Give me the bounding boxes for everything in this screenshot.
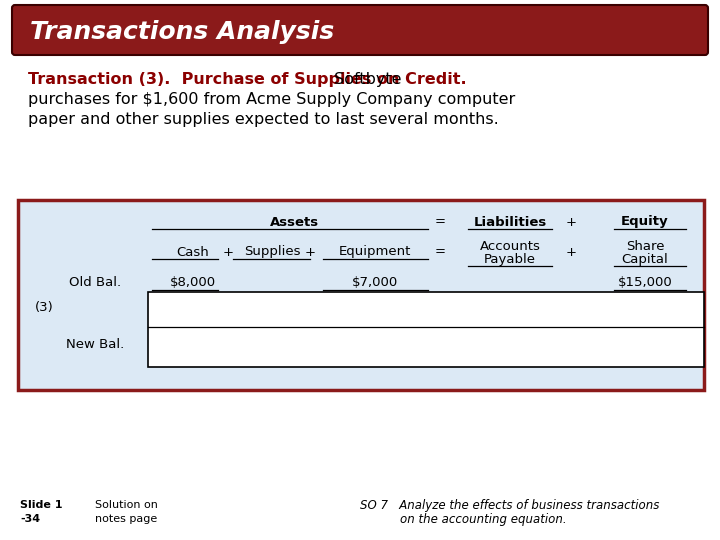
- Text: Solution on: Solution on: [95, 500, 158, 510]
- Text: Payable: Payable: [484, 253, 536, 267]
- Text: +: +: [305, 246, 315, 259]
- Text: purchases for $1,600 from Acme Supply Company computer: purchases for $1,600 from Acme Supply Co…: [28, 92, 516, 107]
- Text: on the accounting equation.: on the accounting equation.: [400, 512, 567, 525]
- Text: =: =: [434, 246, 446, 259]
- Text: +: +: [565, 215, 577, 228]
- Text: Share: Share: [626, 240, 665, 253]
- Text: Equity: Equity: [621, 215, 669, 228]
- Text: Transactions Analysis: Transactions Analysis: [30, 20, 334, 44]
- Text: New Bal.: New Bal.: [66, 338, 124, 350]
- Text: +: +: [565, 246, 577, 259]
- Text: Transaction (3).  Purchase of Supplies on Credit.: Transaction (3). Purchase of Supplies on…: [28, 72, 467, 87]
- Text: Liabilities: Liabilities: [473, 215, 546, 228]
- Text: paper and other supplies expected to last several months.: paper and other supplies expected to las…: [28, 112, 499, 127]
- Text: +: +: [222, 246, 233, 259]
- Text: Accounts: Accounts: [480, 240, 541, 253]
- Text: -34: -34: [20, 514, 40, 524]
- Text: $15,000: $15,000: [618, 275, 672, 288]
- Text: (3): (3): [35, 300, 54, 314]
- Text: notes page: notes page: [95, 514, 157, 524]
- Text: SO 7   Analyze the effects of business transactions: SO 7 Analyze the effects of business tra…: [360, 498, 660, 511]
- Text: Supplies: Supplies: [244, 246, 300, 259]
- Text: $8,000: $8,000: [170, 275, 216, 288]
- Text: Assets: Assets: [271, 215, 320, 228]
- Bar: [148, 292, 704, 367]
- Text: Old Bal.: Old Bal.: [69, 275, 121, 288]
- Text: =: =: [434, 215, 446, 228]
- Text: Slide 1: Slide 1: [20, 500, 63, 510]
- Bar: [18, 200, 704, 390]
- Text: $7,000: $7,000: [352, 275, 398, 288]
- Text: Equipment: Equipment: [339, 246, 411, 259]
- Text: Softbyte: Softbyte: [329, 72, 402, 87]
- Text: Cash: Cash: [176, 246, 210, 259]
- Text: Capital: Capital: [621, 253, 668, 267]
- FancyBboxPatch shape: [12, 5, 708, 55]
